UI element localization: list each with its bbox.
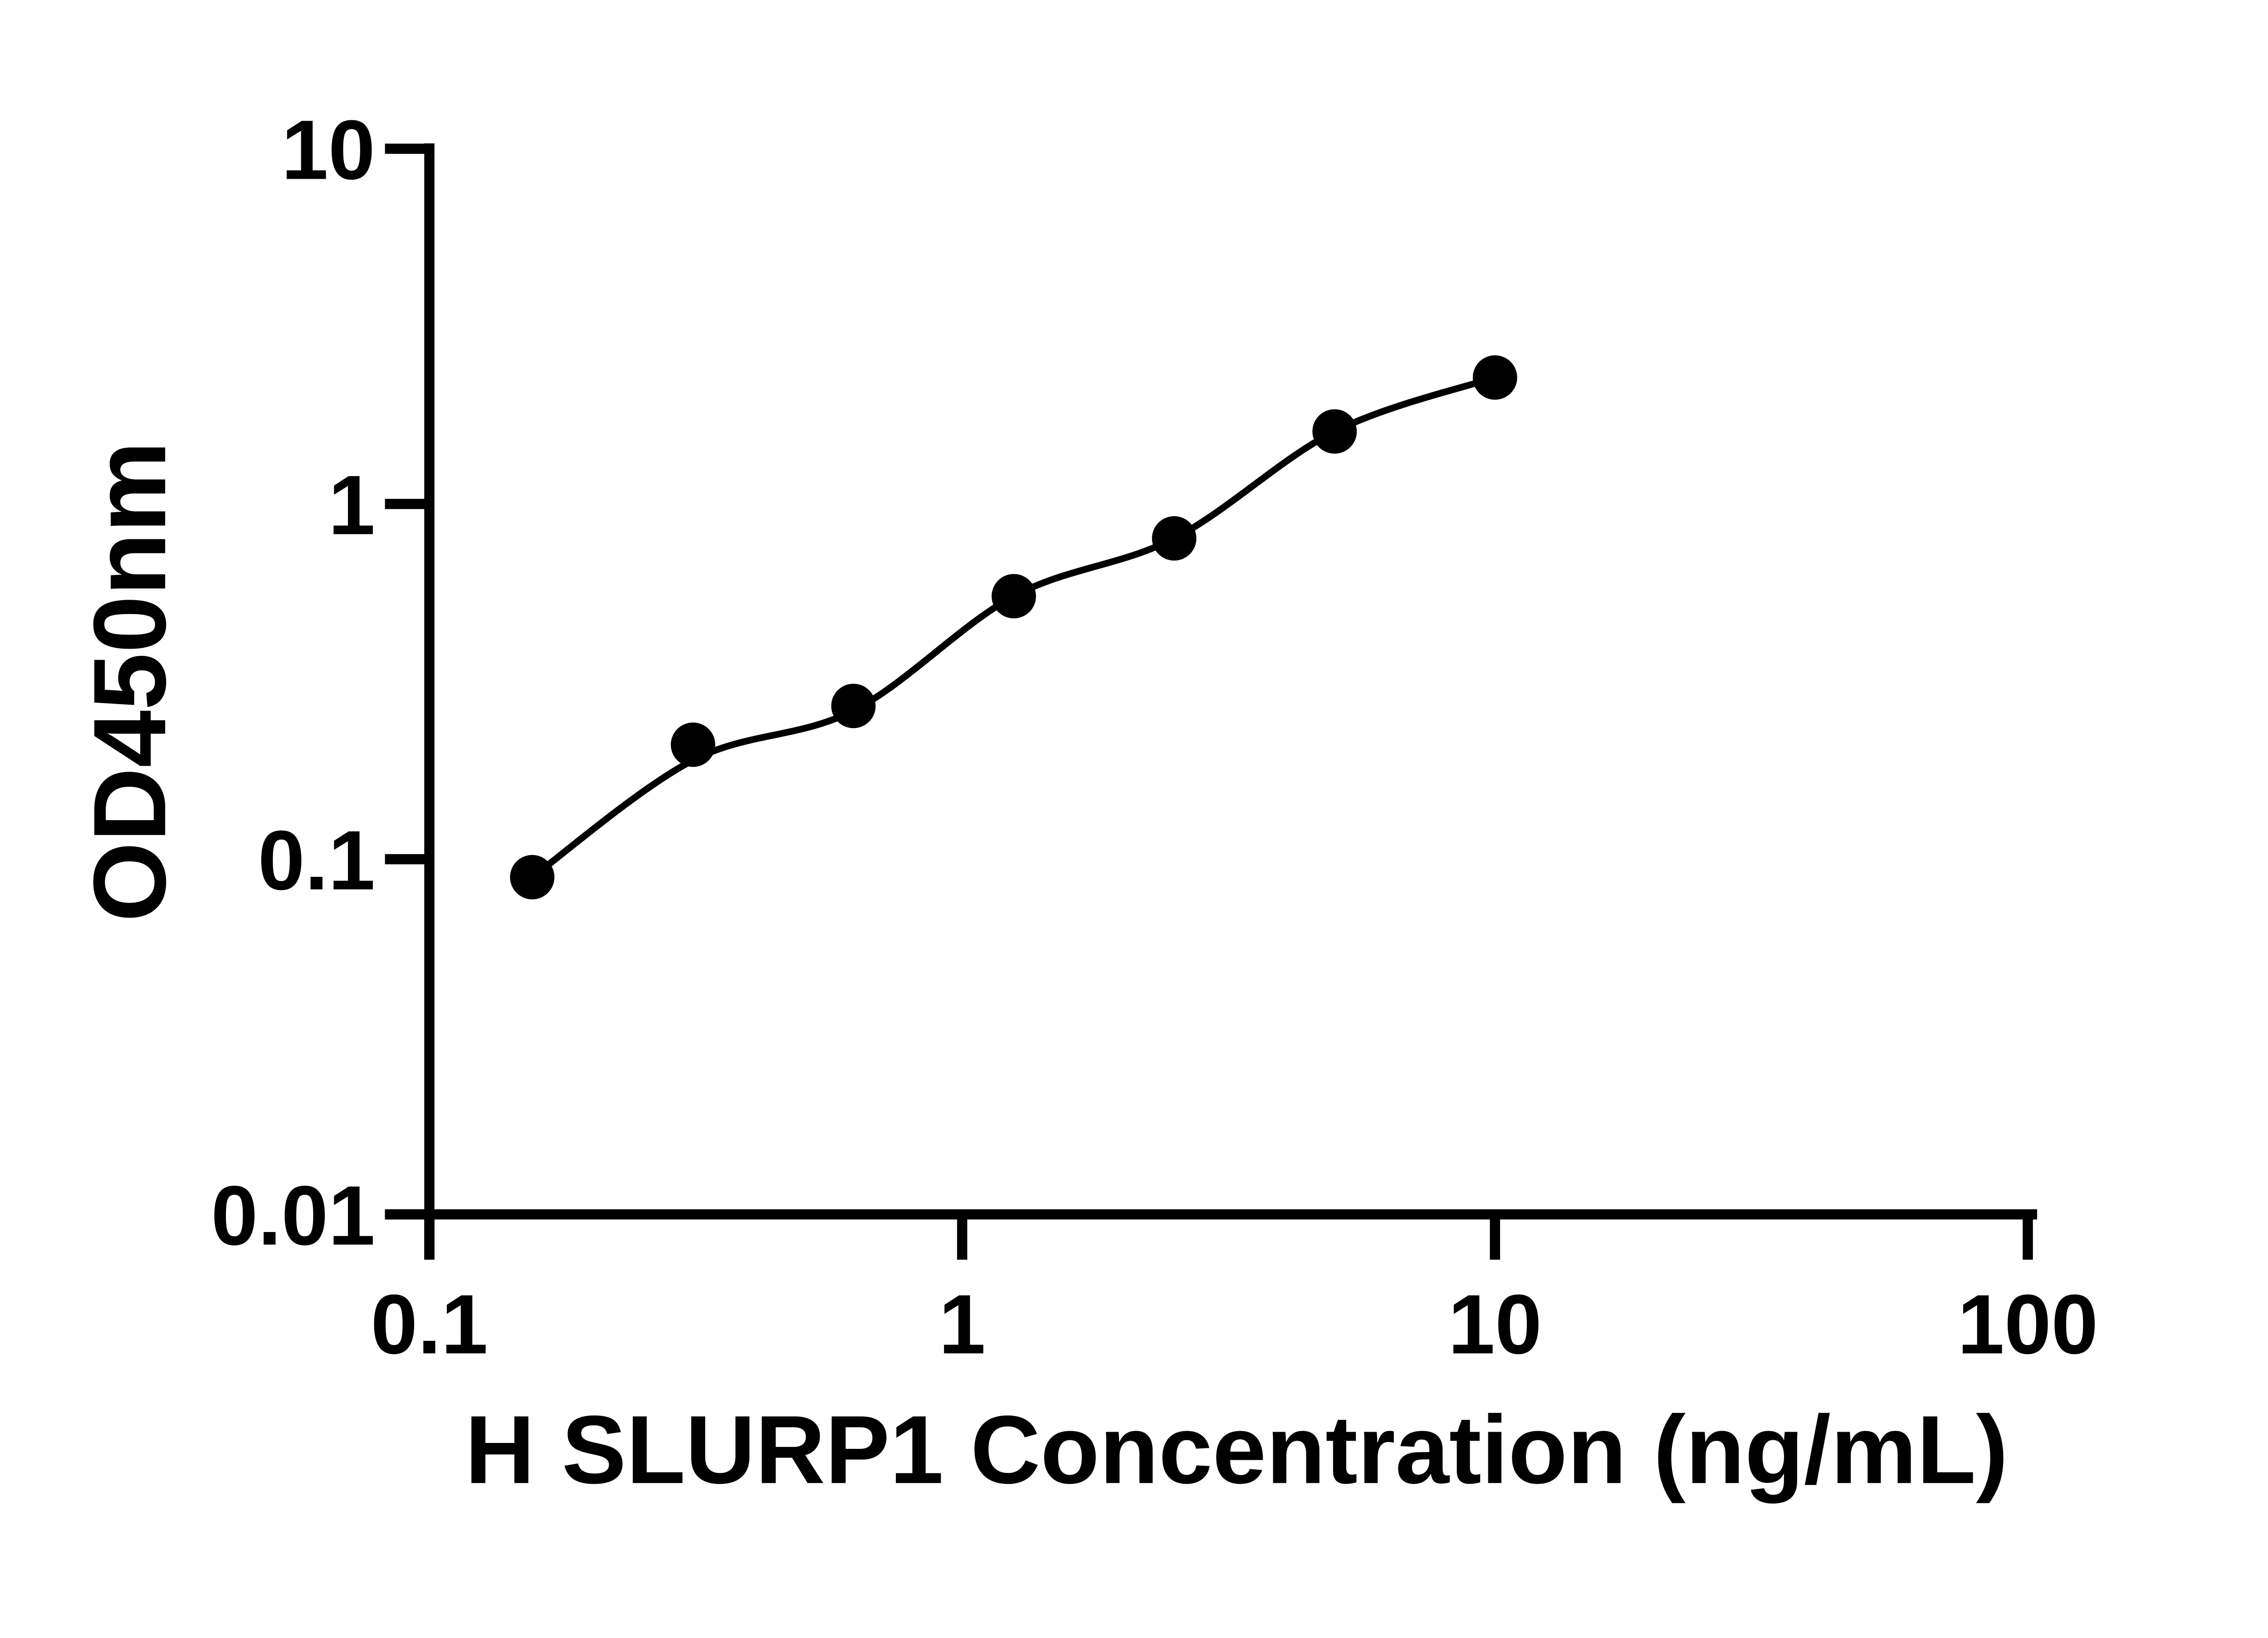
y-tick-label: 0.1 [258, 814, 376, 908]
data-point [670, 722, 715, 767]
x-tick-label: 0.1 [371, 1278, 488, 1372]
plot-axes [385, 143, 2037, 1260]
data-point [831, 684, 876, 729]
elisa-standard-curve-figure: 10 1 0.1 0.01 0.1 1 10 100 H SLURP1 Concentrati… [72, 103, 2098, 1504]
standard-curve-plot: 10 1 0.1 0.01 0.1 1 10 100 H SLURP1 Concentrati… [72, 103, 2098, 1504]
x-tick-label: 100 [1957, 1278, 2098, 1372]
data-point [510, 855, 555, 900]
x-axis-title: H SLURP1 Concentration (ng/mL) [465, 1396, 2008, 1504]
data-point [992, 574, 1036, 619]
data-point [1152, 516, 1197, 561]
y-tick-label: 1 [328, 459, 375, 553]
x-tick-label: 1 [938, 1278, 985, 1372]
y-axis-title: OD450nm [72, 441, 187, 922]
y-tick-label: 10 [281, 103, 375, 197]
x-tick-label: 10 [1448, 1278, 1542, 1372]
data-point-layer [510, 355, 1517, 900]
fit-curve [530, 374, 1496, 880]
fit-curve-layer [530, 374, 1496, 880]
data-point [1472, 355, 1517, 400]
data-point [1312, 409, 1357, 454]
tick-labels: 10 1 0.1 0.01 0.1 1 10 100 [211, 103, 2098, 1371]
y-tick-label: 0.01 [211, 1169, 375, 1263]
